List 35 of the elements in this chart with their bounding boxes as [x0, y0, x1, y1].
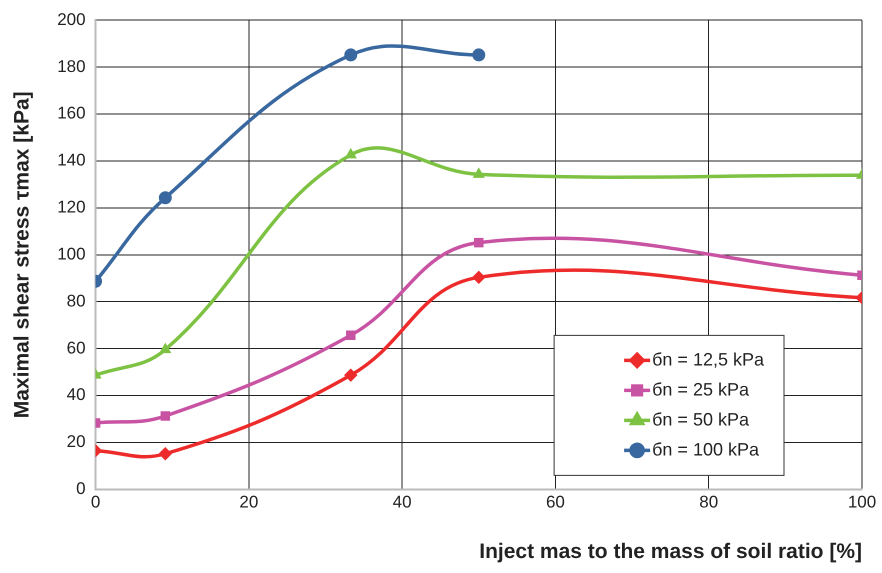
legend-label: бn = 12,5 kPa	[652, 349, 765, 370]
point	[474, 238, 484, 248]
point	[160, 343, 172, 354]
point	[160, 411, 170, 421]
y-tick-label: 120	[57, 198, 86, 217]
x-tick-label: 100	[848, 492, 876, 512]
y-tick-label: 80	[66, 291, 86, 310]
y-tick-label: 60	[66, 338, 86, 358]
x-tick-label: 20	[239, 492, 258, 512]
y-tick-label: 140	[57, 150, 86, 170]
y-tick-label: 100	[57, 244, 86, 264]
y-tick-label: 40	[66, 385, 86, 404]
x-tick-label: 40	[392, 492, 412, 512]
y-tick-label: 160	[57, 104, 86, 123]
x-axis-title: Inject mas to the mass of soil ratio [%]	[479, 540, 862, 564]
point	[344, 48, 358, 62]
y-tick-label: 200	[57, 10, 86, 29]
point	[472, 270, 486, 284]
y-tick-label: 180	[57, 56, 86, 76]
point	[158, 447, 172, 460]
point	[473, 168, 484, 178]
y-tick-label: 0	[76, 479, 86, 498]
y-axis-title: Maximal shear stress τmax [kPa]	[10, 91, 34, 418]
point	[344, 368, 358, 382]
y-tick-label: 20	[66, 432, 86, 452]
point	[345, 148, 356, 158]
x-tick-label: 0	[90, 492, 100, 512]
legend-label: бn = 25 kPa	[652, 379, 750, 400]
point	[158, 191, 172, 204]
point	[472, 48, 486, 62]
x-tick-label: 80	[699, 492, 718, 512]
legend-label: бn = 100 kPa	[652, 439, 760, 460]
x-tick-label: 60	[546, 492, 565, 512]
point	[346, 330, 356, 340]
legend-label: бn = 50 kPa	[652, 409, 750, 430]
